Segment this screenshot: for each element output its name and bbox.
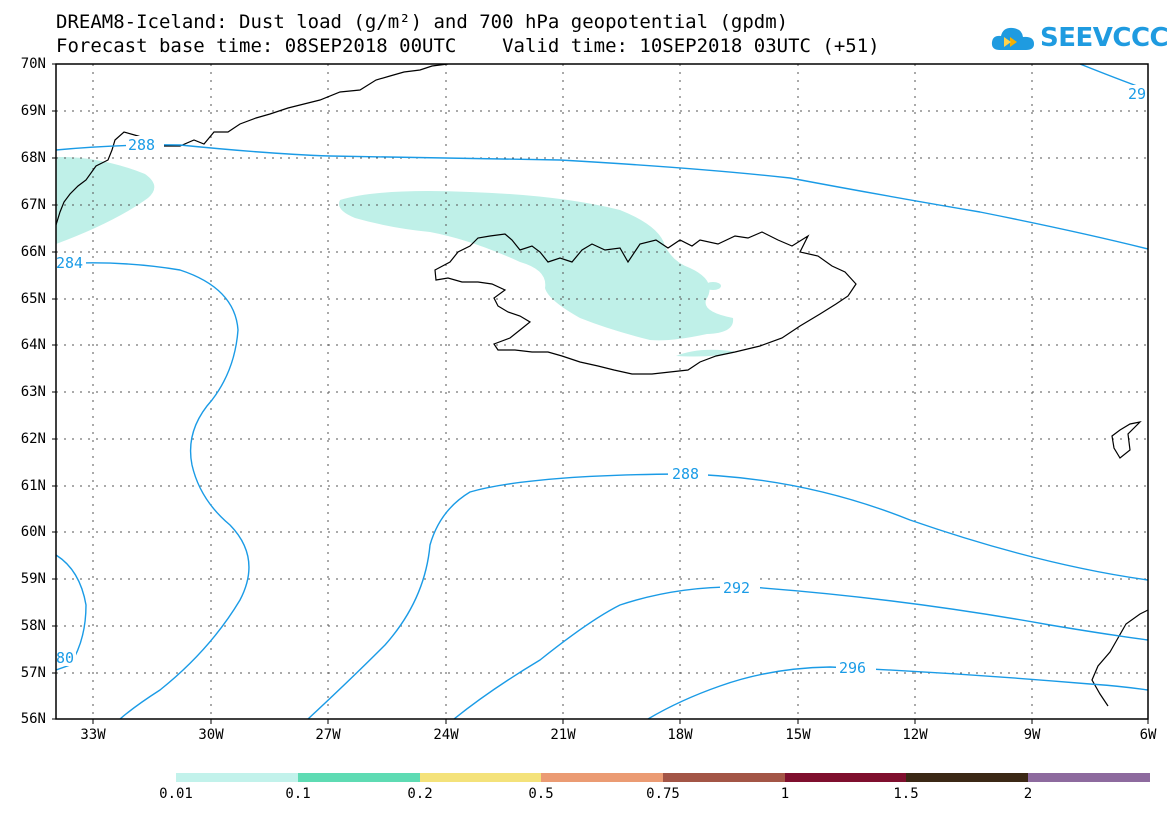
lat-label: 66N [20, 244, 46, 260]
lat-label: 65N [20, 291, 46, 307]
lon-label: 27W [315, 727, 341, 743]
legend-label: 0.2 [407, 786, 433, 802]
lat-label: 69N [20, 103, 46, 119]
dust-patch-south [676, 349, 738, 357]
logo-text: SEEVCCC [1040, 23, 1169, 53]
lon-label: 33W [80, 727, 106, 743]
seevccc-logo: SEEVCCC [990, 18, 1169, 58]
lon-label: 24W [433, 727, 459, 743]
legend-label: 2 [1023, 786, 1033, 802]
lon-label: 9W [1023, 727, 1041, 743]
legend-swatch [420, 773, 541, 782]
lat-label: 63N [20, 384, 46, 400]
contour-label-288-south: 288 [672, 465, 699, 483]
lon-label: 21W [550, 727, 576, 743]
lat-label: 68N [20, 150, 46, 166]
contour-label-group: 288 284 288 292 296 29 80 [56, 85, 1148, 677]
lon-label: 15W [785, 727, 811, 743]
chart-subtitle: Forecast base time: 08SEP2018 00UTC Vali… [56, 35, 880, 57]
contour-292 [453, 586, 1148, 719]
chart-title: DREAM8-Iceland: Dust load (g/m²) and 700… [56, 11, 789, 33]
coastlines [56, 64, 1148, 707]
lon-label: 30W [198, 727, 224, 743]
contour-label-296-south: 296 [839, 659, 866, 677]
graticule [56, 64, 1148, 719]
contour-label-288-north: 288 [128, 136, 155, 154]
lat-label: 58N [20, 618, 46, 634]
lat-label: 70N [20, 56, 46, 72]
legend-label: 1 [780, 786, 790, 802]
legend-label: 1.5 [893, 786, 919, 802]
lat-label: 60N [20, 524, 46, 540]
lat-label: 67N [20, 197, 46, 213]
contour-296-south [647, 666, 1148, 719]
contour-label-29: 29 [1128, 85, 1146, 103]
legend-label: 0.75 [646, 786, 680, 802]
dust-patch-east [705, 282, 721, 290]
lat-label: 59N [20, 571, 46, 587]
lat-label: 62N [20, 431, 46, 447]
legend-swatch [663, 773, 785, 782]
contour-label-284: 284 [56, 254, 83, 272]
faroe-coast [1111, 421, 1142, 459]
lon-label: 12W [902, 727, 928, 743]
lon-label: 18W [667, 727, 693, 743]
contour-label-80: 80 [56, 649, 74, 667]
lat-label: 64N [20, 337, 46, 353]
legend-swatch [176, 773, 298, 782]
iceland-coast [434, 231, 857, 375]
legend-label: 0.1 [285, 786, 311, 802]
contour-label-292: 292 [723, 579, 750, 597]
lat-label: 56N [20, 711, 46, 727]
tick-marks [52, 63, 1149, 724]
contour-288-north [56, 144, 1148, 250]
legend-swatch [906, 773, 1028, 782]
scotland-coast [1091, 609, 1148, 707]
legend-swatch [298, 773, 420, 782]
cloud-arrow-icon [991, 27, 1034, 50]
lon-label: 6W [1139, 727, 1157, 743]
legend-swatch [785, 773, 906, 782]
contour-284 [56, 262, 250, 719]
legend-label: 0.5 [528, 786, 554, 802]
dust-area-greenland [56, 156, 155, 244]
contour-288-south [307, 473, 1148, 719]
lat-label: 61N [20, 478, 46, 494]
lat-label: 57N [20, 665, 46, 681]
dust-area-iceland [339, 191, 734, 341]
legend-swatch [541, 773, 663, 782]
legend-label: 0.01 [159, 786, 193, 802]
greenland-coast [56, 64, 449, 226]
legend-swatch [1028, 773, 1150, 782]
